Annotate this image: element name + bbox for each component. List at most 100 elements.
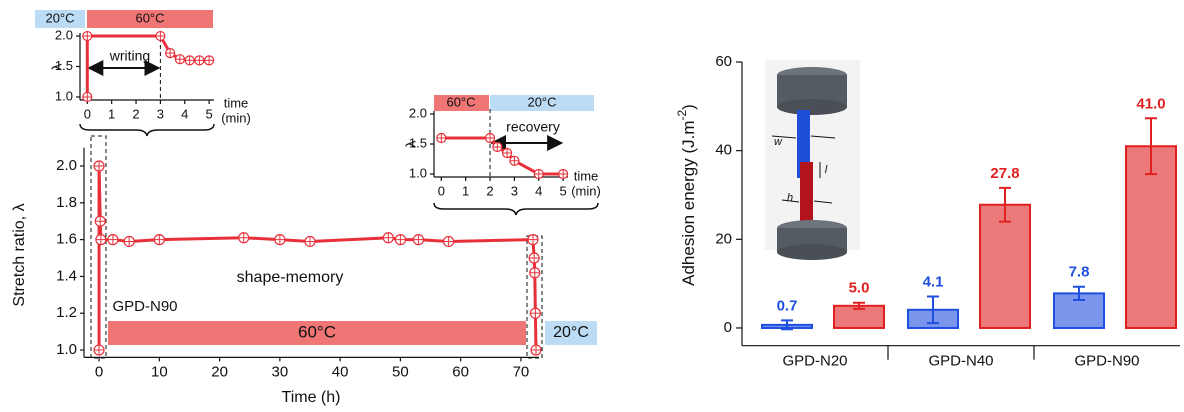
temperature-band xyxy=(87,10,213,28)
marker-plus xyxy=(530,345,541,356)
value-label: 4.1 xyxy=(923,273,944,290)
marker-plus xyxy=(165,48,175,58)
x-tick-label: 30 xyxy=(272,363,289,380)
x-tick-label: 40 xyxy=(332,363,349,380)
y-axis-label-part: -2 xyxy=(675,109,689,120)
marker-plus xyxy=(175,54,185,64)
x-tick-label: 4 xyxy=(535,183,542,198)
marker-plus xyxy=(492,142,502,152)
x-tick-label: 70 xyxy=(513,363,530,380)
specimen-photo xyxy=(765,60,860,260)
red-strip xyxy=(800,162,813,230)
annotation: 20°C xyxy=(527,94,556,109)
dim-arrow xyxy=(771,135,797,139)
x-tick-label: GPD-N90 xyxy=(1074,353,1139,370)
marker-plus xyxy=(94,345,105,356)
temperature-band xyxy=(35,10,85,28)
y-axis-label: Stretch ratio, λ xyxy=(11,203,28,306)
annotation: GPD-N90 xyxy=(112,298,177,315)
dashed-box xyxy=(90,135,107,359)
x-tick-label: 0 xyxy=(95,363,103,380)
marker-plus xyxy=(95,216,106,227)
x-tick-label: 20 xyxy=(211,363,228,380)
value-label: 27.8 xyxy=(990,165,1019,182)
marker-plus xyxy=(82,31,92,41)
marker-plus xyxy=(502,148,512,158)
marker-plus xyxy=(529,267,540,278)
marker-plus xyxy=(530,308,541,319)
x-tick-label: GPD-N40 xyxy=(928,353,993,370)
annotation: h xyxy=(787,192,793,204)
error-bar xyxy=(1145,117,1157,176)
annotation: writing xyxy=(109,48,150,64)
marker-plus xyxy=(304,236,315,247)
x-tick-label: 3 xyxy=(511,183,518,198)
temperature-band xyxy=(434,95,489,111)
marker-plus xyxy=(509,156,519,166)
x-axis-label: time xyxy=(574,168,599,183)
error-bar xyxy=(853,301,865,310)
marker-plus xyxy=(413,234,424,245)
error-bar xyxy=(781,319,793,331)
x-tick-label: 3 xyxy=(157,106,164,121)
y-axis-label-part: Adhesion energy (J.m xyxy=(679,120,698,285)
x-axis-label: (min) xyxy=(221,110,251,125)
marker-plus xyxy=(383,232,394,243)
y-tick-label: 1.5 xyxy=(409,135,427,150)
grip xyxy=(777,244,847,260)
annotation: 60°C xyxy=(135,10,164,25)
marker-plus xyxy=(395,234,406,245)
y-axis-label: Adhesion energy (J.m-2) xyxy=(675,104,698,286)
marker-plus xyxy=(82,92,92,102)
y-axis-label-part: ) xyxy=(679,104,698,110)
annotation: 60°C xyxy=(298,322,336,341)
value-label: 5.0 xyxy=(849,280,870,297)
annotation: 20°C xyxy=(45,10,74,25)
x-tick-label: 10 xyxy=(151,363,168,380)
x-tick-label: 1 xyxy=(108,106,115,121)
marker-plus xyxy=(194,55,204,65)
x-axis-label: (min) xyxy=(571,183,601,198)
marker-plus xyxy=(238,232,249,243)
y-tick-label: 0 xyxy=(724,319,732,336)
marker-plus xyxy=(485,133,495,143)
x-axis-label: Time (h) xyxy=(282,389,341,406)
y-tick-label: 1.4 xyxy=(56,267,77,284)
x-tick-label: 1 xyxy=(462,183,469,198)
x-tick-label: 2 xyxy=(132,106,139,121)
x-axis-label: time xyxy=(224,95,249,110)
bar xyxy=(1125,145,1177,329)
marker-plus xyxy=(124,236,135,247)
value-label: 41.0 xyxy=(1136,95,1165,112)
temperature-band xyxy=(545,321,597,345)
annotation: 20°C xyxy=(553,324,589,341)
annotation: l xyxy=(825,164,828,176)
y-tick-label: 2.0 xyxy=(409,105,427,120)
y-tick-label: 2.0 xyxy=(56,157,77,174)
bar xyxy=(979,203,1031,329)
x-tick-label: 50 xyxy=(392,363,409,380)
blue-strip xyxy=(797,110,810,178)
marker-plus xyxy=(95,234,106,245)
x-tick-label: 0 xyxy=(84,106,91,121)
y-axis-label: λ xyxy=(403,141,419,148)
bar xyxy=(1053,292,1105,329)
value-label: 0.7 xyxy=(777,297,798,314)
y-tick-label: 1.0 xyxy=(55,88,73,103)
y-tick-label: 20 xyxy=(715,230,732,247)
y-tick-label: 1.6 xyxy=(56,231,77,248)
brace xyxy=(433,202,599,216)
y-tick-label: 1.0 xyxy=(56,341,77,358)
dim-arrow xyxy=(813,200,833,204)
error-bar xyxy=(1073,285,1085,302)
dim-arrow xyxy=(781,199,800,203)
annotation: w xyxy=(774,136,783,148)
x-tick-label: 5 xyxy=(206,106,213,121)
y-tick-label: 1.0 xyxy=(409,165,427,180)
error-bar xyxy=(927,295,939,325)
y-tick-label: 1.2 xyxy=(56,304,77,321)
x-tick-label: GPD-N20 xyxy=(782,353,847,370)
marker-plus xyxy=(527,234,538,245)
annotation: shape-memory xyxy=(237,269,344,286)
